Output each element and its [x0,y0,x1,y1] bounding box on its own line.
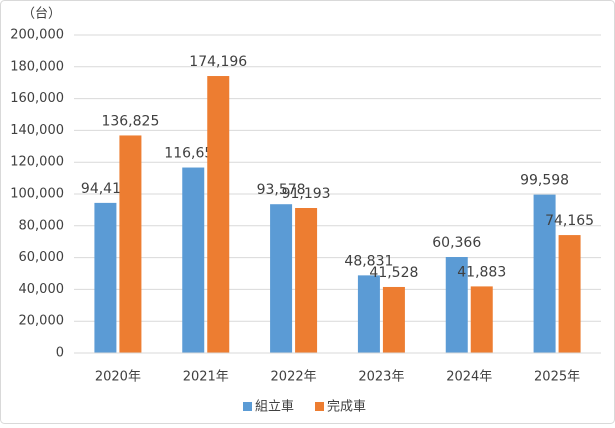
y-tick-label: 140,000 [10,123,64,138]
legend-label: 組立車 [255,400,294,415]
data-label: 174,196 [189,54,247,70]
legend-label: 完成車 [327,400,366,415]
bar [295,208,318,353]
x-tick-label: 2021年 [183,370,229,385]
bar [119,135,142,353]
bar [533,194,556,353]
y-tick-label: 60,000 [19,250,65,265]
y-tick-label: 180,000 [10,59,64,74]
bar [207,76,230,354]
bar [357,275,380,353]
data-label: 91,193 [282,186,331,202]
data-label: 74,165 [545,213,594,229]
y-tick-label: 200,000 [10,28,64,43]
bar [445,257,468,353]
bar [382,286,405,353]
y-tick-label: 80,000 [19,218,65,233]
data-label: 41,883 [457,264,506,280]
y-tick-label: 0 [56,346,64,361]
bar [270,204,293,353]
legend-swatch [315,402,324,411]
x-tick-label: 2023年 [358,370,404,385]
data-label: 99,598 [520,173,569,189]
y-tick-label: 20,000 [19,314,65,329]
bar [182,167,205,353]
x-tick-label: 2022年 [271,370,317,385]
x-tick-label: 2020年 [95,370,141,385]
y-tick-label: 160,000 [10,91,64,106]
data-label: 60,366 [432,235,481,251]
x-tick-label: 2025年 [534,370,580,385]
y-tick-label: 40,000 [19,282,65,297]
bar [558,235,581,353]
data-label: 94,413 [81,181,130,197]
y-axis-label: （台） [22,7,61,22]
data-label: 48,831 [344,253,393,269]
data-label: 93,578 [257,182,306,198]
legend-swatch [243,402,252,411]
y-tick-label: 100,000 [10,187,64,202]
data-label: 41,528 [369,265,418,281]
bar [94,202,117,353]
x-tick-label: 2024年 [446,370,492,385]
y-tick-label: 120,000 [10,155,64,170]
bar [470,286,493,353]
data-label: 136,825 [101,113,159,129]
